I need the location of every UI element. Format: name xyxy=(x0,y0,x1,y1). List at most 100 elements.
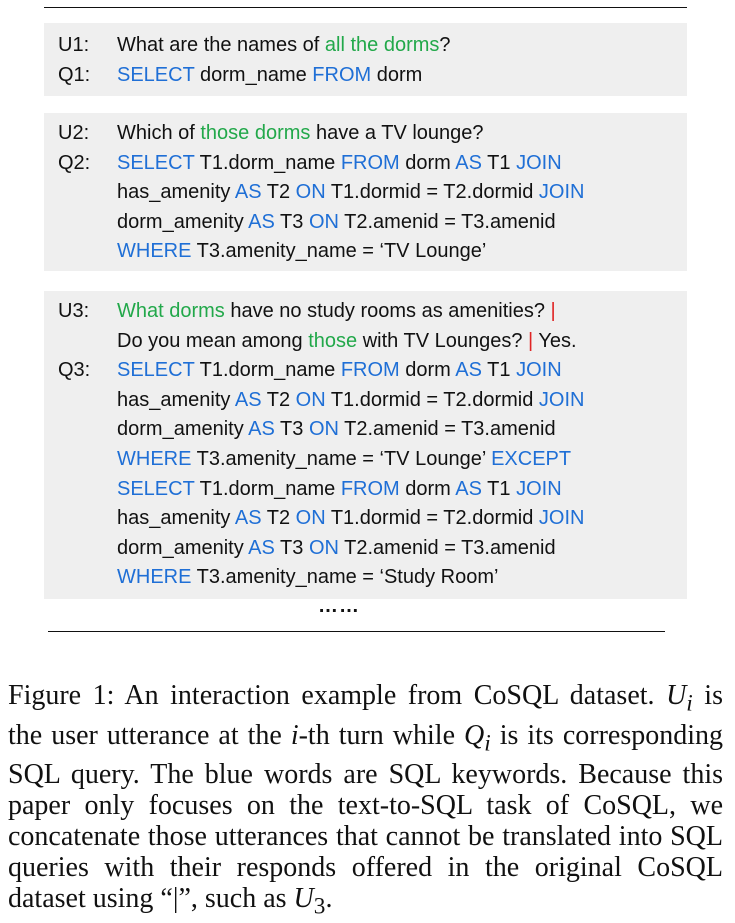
sql-keyword: JOIN xyxy=(516,359,562,382)
turn-1-box: U1: What are the names of all the dorms? Q… xyxy=(44,23,687,96)
text-segment: T3.amenity_name = ‘TV Lounge’ xyxy=(191,448,492,470)
block-3-line-8: has_amenity AS T2 ON T1.dormid = T2.dorm… xyxy=(44,504,687,533)
line-text: Do you mean among those with TV Lounges?… xyxy=(117,327,577,356)
block-3-line-5: dorm_amenity AS T3 ON T2.amenid = T3.ame… xyxy=(44,415,687,444)
text-segment: T2 xyxy=(261,507,296,530)
highlighted-phrase: What dorms xyxy=(117,300,225,322)
block-3-line-4: has_amenity AS T2 ON T1.dormid = T2.dorm… xyxy=(44,386,687,415)
text-segment: T3.amenity_name = ‘TV Lounge’ xyxy=(191,240,487,263)
sql-keyword: WHERE xyxy=(117,566,192,589)
text-segment: T3 xyxy=(274,210,309,233)
sql-keyword: JOIN xyxy=(538,388,585,411)
sql-keyword: AS xyxy=(234,507,262,530)
text-segment: dorm xyxy=(399,151,456,174)
turn-label: Q3: xyxy=(58,359,91,382)
sql-keyword: AS xyxy=(234,388,262,411)
sql-keyword: AS xyxy=(234,181,262,204)
block-1-line-2: Q1: SELECT dorm_name FROM dorm xyxy=(44,61,687,90)
text-segment: Do you mean among xyxy=(117,329,309,352)
text-segment: T1.dorm_name xyxy=(194,359,341,382)
text-segment: What are the names of xyxy=(117,34,325,56)
caption-symbol-u: U xyxy=(666,680,687,711)
line-text: SELECT dorm_name FROM dorm xyxy=(117,61,422,90)
figure-caption: Figure 1: An interaction example from Co… xyxy=(8,680,723,923)
sql-keyword: ON xyxy=(308,210,339,233)
sql-keyword: WHERE xyxy=(117,448,192,470)
text-segment: T2.amenid = T3.amenid xyxy=(338,210,556,233)
sql-keyword: ON xyxy=(308,536,339,559)
block-3-line-3: Q3: SELECT T1.dorm_name FROM dorm AS T1 J… xyxy=(44,356,687,385)
text-segment: T1 xyxy=(481,151,517,174)
caption-part-2: is the user utterance at the xyxy=(8,680,723,751)
sql-keyword: JOIN xyxy=(538,507,585,530)
line-text: WHERE T3.amenity_name = ‘Study Room’ xyxy=(117,563,498,592)
text-segment: have a TV lounge? xyxy=(310,122,484,144)
text-segment: T3.amenity_name = ‘Study Room’ xyxy=(191,566,499,589)
block-2-line-4: dorm_amenity AS T3 ON T2.amenid = T3.ame… xyxy=(44,208,687,237)
text-segment: dorm xyxy=(371,63,423,86)
block-3-line-10: WHERE T3.amenity_name = ‘Study Room’ xyxy=(44,563,687,592)
sql-keyword: JOIN xyxy=(538,181,585,204)
sql-keyword: SELECT xyxy=(117,359,195,382)
sql-keyword: JOIN xyxy=(516,151,562,174)
text-segment: dorm_amenity xyxy=(117,536,249,559)
caption-part-3: -th turn while xyxy=(298,719,464,751)
text-segment: T1.dorm_name xyxy=(194,151,341,174)
sql-keyword: SELECT xyxy=(117,151,195,174)
block-2-line-2: Q2: SELECT T1.dorm_name FROM dorm AS T1 J… xyxy=(44,149,687,178)
text-segment: dorm xyxy=(399,477,456,500)
text-segment: has_amenity xyxy=(117,507,235,530)
sql-keyword: AS xyxy=(248,418,275,441)
line-text: has_amenity AS T2 ON T1.dormid = T2.dorm… xyxy=(117,504,584,533)
text-segment: ? xyxy=(439,34,451,56)
text-segment: T1 xyxy=(481,477,517,500)
sql-keyword: WHERE xyxy=(117,240,192,263)
turn-label: U2: xyxy=(58,122,90,144)
sql-keyword: SELECT xyxy=(117,63,195,86)
block-3-line-9: dorm_amenity AS T3 ON T2.amenid = T3.ame… xyxy=(44,534,687,563)
sql-keyword: FROM xyxy=(340,359,400,382)
line-text: WHERE T3.amenity_name = ‘TV Lounge’ xyxy=(117,237,486,266)
sql-keyword: AS xyxy=(248,536,275,559)
sql-keyword: AS xyxy=(455,477,482,500)
text-segment: dorm_amenity xyxy=(117,418,249,441)
sql-keyword: FROM xyxy=(340,151,400,174)
sql-keyword: ON xyxy=(295,181,326,204)
line-text: WHERE T3.amenity_name = ‘TV Lounge’ EXCE… xyxy=(117,445,571,474)
block-3-line-2: Do you mean among those with TV Lounges?… xyxy=(44,327,687,356)
text-segment: T1 xyxy=(481,359,517,382)
text-segment: T2.amenid = T3.amenid xyxy=(338,418,556,441)
response-separator: | xyxy=(550,300,556,322)
line-text: SELECT T1.dorm_name FROM dorm AS T1 JOIN xyxy=(117,149,562,178)
sql-keyword: FROM xyxy=(340,477,400,500)
sql-keyword: ON xyxy=(295,507,326,530)
text-segment: Yes. xyxy=(533,329,577,352)
sql-keyword: AS xyxy=(248,210,275,233)
line-text: What dorms have no study rooms as amenit… xyxy=(117,297,556,326)
caption-symbol-q: Q xyxy=(464,719,485,751)
text-segment: has_amenity xyxy=(117,181,235,204)
caption-symbol-i: i xyxy=(290,719,299,751)
ellipsis: …… xyxy=(318,595,360,617)
block-1-line-1: U1: What are the names of all the dorms? xyxy=(44,31,687,60)
line-text: dorm_amenity AS T3 ON T2.amenid = T3.ame… xyxy=(117,208,556,237)
caption-symbol-u-sub: i xyxy=(686,690,693,717)
text-segment: T3 xyxy=(274,536,309,559)
sql-keyword: JOIN xyxy=(516,477,562,500)
text-segment: have no study rooms as amenities? xyxy=(224,300,551,322)
text-segment: T2 xyxy=(261,388,296,411)
text-segment: T2 xyxy=(261,181,296,204)
sql-keyword: AS xyxy=(455,151,482,174)
text-segment: T1.dormid = T2.dormid xyxy=(325,507,539,530)
line-text: dorm_amenity AS T3 ON T2.amenid = T3.ame… xyxy=(117,415,556,444)
line-text: SELECT T1.dorm_name FROM dorm AS T1 JOIN xyxy=(117,475,562,504)
text-segment: T3 xyxy=(274,418,309,441)
text-segment: Which of xyxy=(117,122,201,144)
turn-label: Q1: xyxy=(58,63,91,86)
line-text: dorm_amenity AS T3 ON T2.amenid = T3.ame… xyxy=(117,534,556,563)
line-text: SELECT T1.dorm_name FROM dorm AS T1 JOIN xyxy=(117,356,562,385)
caption-part-4: is its corresponding SQL query. The blue… xyxy=(8,719,723,915)
block-3-line-1: U3: What dorms have no study rooms as ame… xyxy=(44,297,687,326)
turn-3-box: U3: What dorms have no study rooms as ame… xyxy=(44,291,687,599)
highlighted-phrase: those dorms xyxy=(200,122,311,144)
